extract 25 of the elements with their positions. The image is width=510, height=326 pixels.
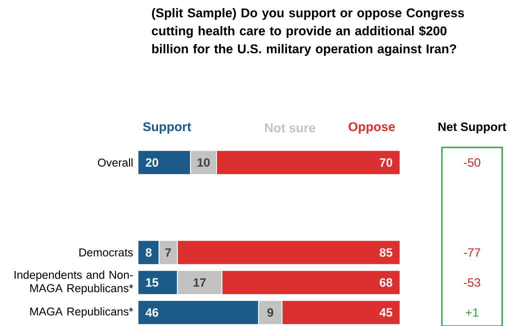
text: Net Support	[438, 122, 506, 134]
data-label: 68	[380, 278, 392, 287]
chart-title: (Split Sample) Do you support or oppose Congress cutting health care to provide an additional $200 billion for the U.S. military operation against Iran?	[152, 8, 464, 56]
series-label: Oppose	[348, 122, 395, 134]
data-label: 85	[380, 248, 392, 257]
text: -50	[464, 158, 480, 167]
text: +1	[466, 308, 478, 317]
text: Not sure	[265, 124, 316, 132]
data-label: 20	[146, 158, 158, 167]
y-tick-label: Independents and Non-MAGA Republicans*	[14, 270, 134, 294]
data-label: 9	[267, 308, 274, 317]
y-tick-label: Overall	[98, 158, 133, 167]
text: -77	[464, 248, 480, 257]
data-label: 7	[165, 248, 171, 257]
series-label: Support	[143, 122, 192, 134]
data-label: 70	[380, 158, 392, 167]
data-label: 46	[146, 308, 158, 317]
data-label: 17	[194, 278, 206, 287]
data-label: 15	[146, 278, 158, 287]
data-label: 8	[146, 248, 152, 257]
y-tick-label: Democrats	[79, 248, 133, 256]
data-label: 10	[198, 158, 210, 167]
y-tick-label: MAGA Republicans*	[30, 307, 134, 318]
text: -53	[464, 278, 480, 287]
data-label: 45	[380, 308, 392, 317]
